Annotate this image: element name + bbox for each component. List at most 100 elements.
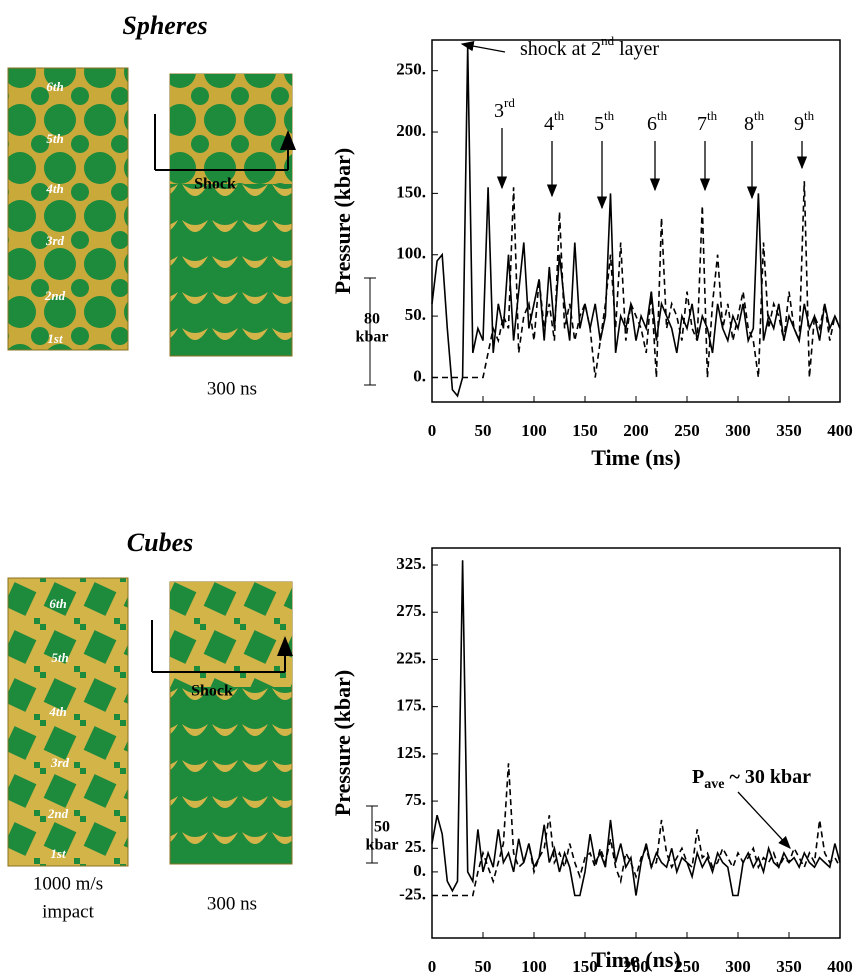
layer-label: 5th [46, 131, 63, 146]
layer-annotation: 3rd [494, 95, 515, 122]
x-tick-label: 100 [521, 957, 547, 974]
scale-unit: kbar [356, 329, 389, 346]
annotation-sup: th [554, 108, 565, 123]
y-tick-label: 325. [396, 554, 426, 573]
annotation-text: layer [614, 38, 659, 60]
annotation-text: P [692, 766, 704, 788]
layer-annotation: 7th [697, 108, 718, 135]
shock-label: Shock [191, 683, 233, 700]
x-tick-label: 100 [521, 421, 547, 440]
layer-label: 1st [50, 846, 66, 861]
y-tick-label: -25. [399, 884, 426, 903]
shock-arrow [151, 620, 285, 646]
layer-label: 1st [47, 331, 63, 346]
x-tick-label: 400 [827, 421, 853, 440]
time-label: 300 ns [207, 378, 257, 399]
scale-bar [366, 805, 378, 864]
y-tick-label: 250. [396, 60, 426, 79]
annotation-sup: th [804, 108, 815, 123]
x-tick-label: 350 [776, 957, 802, 974]
annotation: Pave ~ 30 kbar [692, 766, 811, 793]
x-axis-label: Time (ns) [591, 947, 680, 972]
layer-label: 3rd [45, 233, 65, 248]
x-tick-label: 250 [674, 957, 700, 974]
annotation-text: shock at 2 [520, 38, 601, 60]
y-tick-label: 0. [413, 366, 426, 385]
scale-bar [364, 277, 376, 386]
x-tick-label: 250 [674, 421, 700, 440]
y-tick-label: 200. [396, 121, 426, 140]
layer-annotation: 8th [744, 108, 765, 135]
annotation-text: 7 [697, 113, 707, 135]
annotation-sup: rd [504, 95, 515, 110]
scale-unit: kbar [366, 837, 399, 854]
x-tick-label: 200 [623, 421, 649, 440]
annotation-sup: th [604, 108, 615, 123]
x-tick-label: 50 [475, 957, 492, 974]
annotation-text: 8 [744, 113, 754, 135]
scale-value: 50 [374, 819, 390, 836]
y-tick-label: 100. [396, 244, 426, 263]
column-unshocked [170, 74, 292, 184]
y-tick-label: 150. [396, 182, 426, 201]
annotation-text: 3 [494, 100, 504, 122]
layer-annotation: 9th [794, 108, 815, 135]
series-line [432, 181, 841, 379]
y-axis-label: Pressure (kbar) [330, 148, 355, 294]
layer-label: 2nd [47, 806, 69, 821]
layer-label: 4th [45, 181, 63, 196]
layer-label: 6th [46, 79, 63, 94]
impact-word: impact [42, 901, 94, 922]
y-tick-label: 125. [396, 743, 426, 762]
column-initial [7, 67, 129, 351]
x-tick-label: 50 [475, 421, 492, 440]
x-axis-label: Time (ns) [591, 445, 680, 470]
layer-label: 5th [51, 650, 68, 665]
series-line [432, 763, 841, 897]
annotation-sup: th [754, 108, 765, 123]
annotation: shock at 2nd layer [520, 33, 659, 60]
y-tick-label: 175. [396, 696, 426, 715]
panel-title: Cubes [127, 528, 193, 557]
layer-annotation: 6th [647, 108, 668, 135]
layer-label: 2nd [44, 288, 66, 303]
x-tick-label: 150 [572, 957, 598, 974]
column-initial [7, 577, 129, 867]
x-tick-label: 300 [725, 957, 751, 974]
x-tick-label: 150 [572, 421, 598, 440]
x-tick-label: 200 [623, 957, 649, 974]
x-tick-label: 0 [428, 421, 437, 440]
time-label: 300 ns [207, 893, 257, 914]
annotation-text: 6 [647, 113, 657, 135]
annotation-sub: ave [704, 777, 724, 792]
annotation-sup: th [707, 108, 718, 123]
layer-label: 6th [49, 596, 66, 611]
x-tick-label: 300 [725, 421, 751, 440]
annotation-text: ~ 30 kbar [724, 766, 811, 788]
layer-label: 3rd [50, 755, 70, 770]
panel-title: Spheres [122, 11, 207, 40]
y-tick-label: 25. [405, 837, 426, 856]
y-tick-label: 50. [405, 305, 426, 324]
shock-label: Shock [194, 176, 236, 193]
annotation-text: 4 [544, 113, 554, 135]
y-tick-label: 0. [413, 861, 426, 880]
layer-annotation: 4th [544, 108, 565, 135]
y-tick-label: 75. [405, 790, 426, 809]
series-line [431, 46, 841, 398]
x-tick-label: 350 [776, 421, 802, 440]
annotation-sup: th [657, 108, 668, 123]
x-tick-label: 400 [827, 957, 853, 974]
impact-speed: 1000 m/s [33, 873, 103, 894]
annotation-arrow [460, 41, 506, 53]
series-line [431, 560, 841, 897]
x-tick-label: 0 [428, 957, 437, 974]
layer-annotation: 5th [594, 108, 615, 135]
y-tick-label: 225. [396, 648, 426, 667]
annotation-text: 5 [594, 113, 604, 135]
annotation-sup: nd [601, 33, 615, 48]
scale-value: 80 [364, 311, 380, 328]
annotation-text: 9 [794, 113, 804, 135]
annotation-arrow [737, 791, 791, 849]
